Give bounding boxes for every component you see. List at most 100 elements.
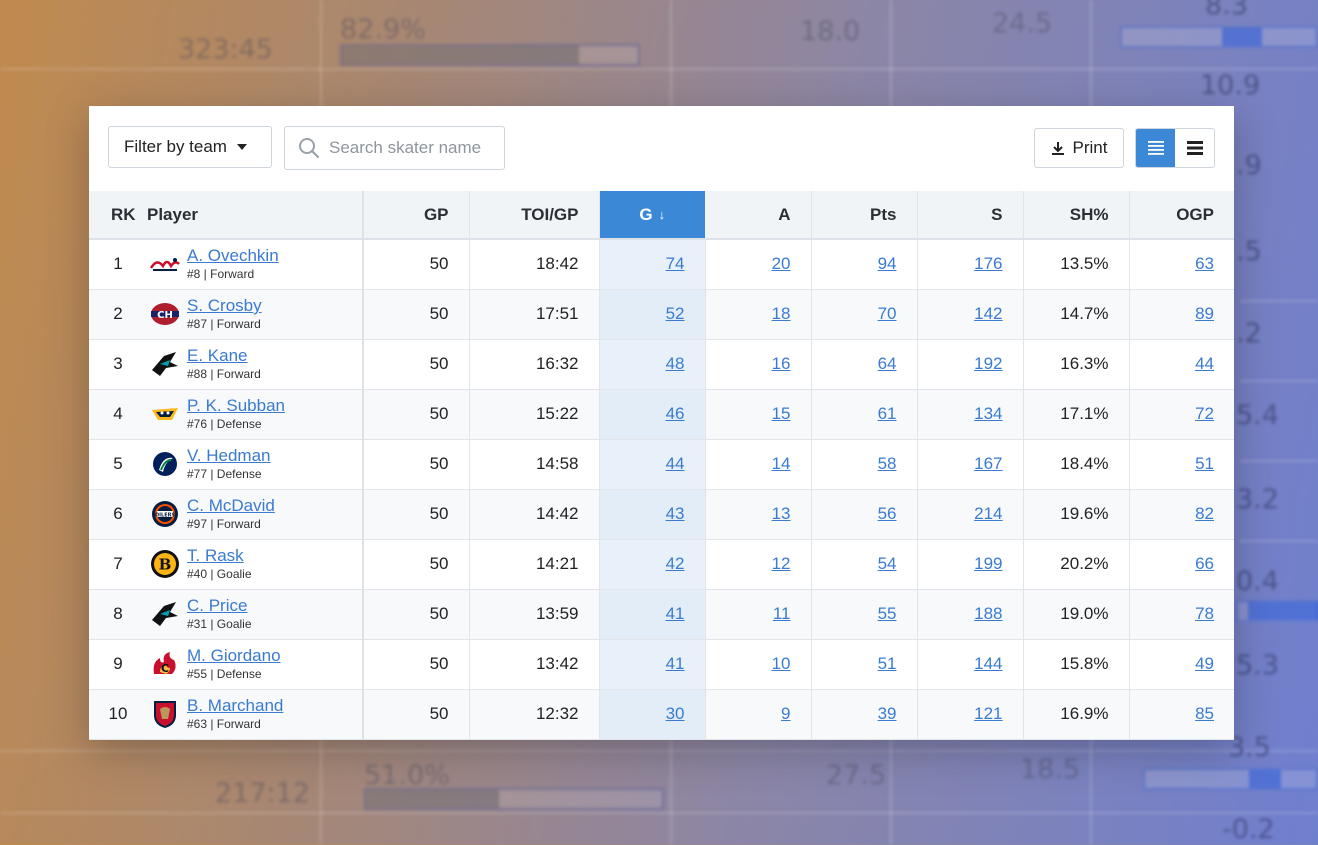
- points-link[interactable]: 94: [877, 254, 897, 274]
- goals-link[interactable]: 48: [665, 354, 685, 373]
- bg-number: 24.5: [992, 8, 1053, 39]
- player-name-link[interactable]: A. Ovechkin: [187, 246, 279, 266]
- toi-gp-value: 16:32: [535, 354, 579, 373]
- player-name-link[interactable]: M. Giordano: [187, 646, 281, 666]
- assists-link[interactable]: 16: [771, 354, 791, 373]
- assists-link[interactable]: 15: [771, 404, 791, 423]
- ogp-cell: 85: [1129, 689, 1234, 740]
- assists-link[interactable]: 9: [781, 704, 791, 723]
- player-name-link[interactable]: P. K. Subban: [187, 396, 285, 416]
- points-link[interactable]: 64: [877, 354, 897, 373]
- ogp-link[interactable]: 82: [1195, 504, 1214, 523]
- shots-link[interactable]: 214: [974, 504, 1003, 523]
- header-g-sorted[interactable]: G ↓: [599, 191, 705, 240]
- header-ogp[interactable]: OGP: [1129, 191, 1234, 240]
- ogp-link[interactable]: 49: [1195, 654, 1214, 673]
- filter-by-team-dropdown[interactable]: Filter by team: [108, 126, 272, 168]
- header-s[interactable]: S: [917, 191, 1024, 240]
- gp-cell: 50: [363, 539, 470, 590]
- assists-link[interactable]: 14: [771, 454, 791, 473]
- player-name-link[interactable]: B. Marchand: [187, 696, 284, 716]
- player-name-link[interactable]: C. McDavid: [187, 496, 275, 516]
- shots-link[interactable]: 199: [974, 554, 1003, 573]
- shots-cell: 214: [917, 489, 1024, 540]
- rank-cell: 2: [89, 289, 147, 340]
- goals-link[interactable]: 44: [665, 454, 685, 473]
- assists-link[interactable]: 10: [771, 654, 791, 673]
- points-cell: 54: [811, 539, 918, 590]
- goals-link[interactable]: 41: [665, 654, 685, 673]
- goals-link[interactable]: 52: [665, 304, 685, 323]
- table-row: 4 P. K. Subban #76 | Defense 50 15:22 46…: [89, 389, 1234, 440]
- player-name-link[interactable]: T. Rask: [187, 546, 244, 566]
- bg-number: .2: [1236, 318, 1262, 349]
- points-link[interactable]: 58: [877, 454, 897, 473]
- shooting-pct-value: 15.8%: [1060, 654, 1109, 673]
- header-player[interactable]: Player: [147, 191, 364, 240]
- header-pts[interactable]: Pts: [811, 191, 918, 240]
- compact-view-button[interactable]: [1175, 129, 1214, 167]
- ogp-link[interactable]: 85: [1195, 704, 1214, 723]
- gp-value: 50: [429, 304, 449, 323]
- print-button[interactable]: Print: [1034, 128, 1124, 168]
- ogp-link[interactable]: 89: [1195, 304, 1214, 323]
- canadiens-logo-icon: CH: [147, 296, 183, 332]
- assists-link[interactable]: 11: [772, 604, 791, 623]
- points-link[interactable]: 51: [877, 654, 897, 673]
- goals-link[interactable]: 30: [665, 704, 685, 723]
- shots-link[interactable]: 192: [974, 354, 1003, 373]
- player-name-link[interactable]: S. Crosby: [187, 296, 262, 316]
- header-rk[interactable]: RK: [89, 191, 147, 240]
- header-toi-gp[interactable]: TOI/GP: [469, 191, 600, 240]
- assists-link[interactable]: 20: [771, 254, 791, 274]
- ogp-link[interactable]: 78: [1195, 604, 1214, 623]
- shots-link[interactable]: 176: [974, 254, 1003, 274]
- points-link[interactable]: 39: [877, 704, 897, 723]
- shots-link[interactable]: 167: [974, 454, 1003, 473]
- search-box[interactable]: [284, 126, 505, 170]
- ogp-link[interactable]: 66: [1195, 554, 1214, 573]
- assists-link[interactable]: 12: [771, 554, 791, 573]
- shots-link[interactable]: 142: [974, 304, 1003, 323]
- header-a[interactable]: A: [705, 191, 812, 240]
- ogp-link[interactable]: 63: [1195, 254, 1214, 274]
- goals-link[interactable]: 42: [665, 554, 685, 573]
- ogp-link[interactable]: 72: [1195, 404, 1214, 423]
- assists-link[interactable]: 13: [771, 504, 791, 523]
- search-input[interactable]: [329, 138, 499, 158]
- toi-gp-cell: 13:42: [469, 639, 600, 690]
- points-link[interactable]: 54: [877, 554, 897, 573]
- goals-link[interactable]: 43: [665, 504, 685, 523]
- shots-link[interactable]: 144: [974, 654, 1003, 673]
- points-cell: 61: [811, 389, 918, 440]
- assists-link[interactable]: 18: [771, 304, 791, 323]
- shots-link[interactable]: 121: [974, 704, 1003, 723]
- points-link[interactable]: 70: [877, 304, 897, 323]
- points-link[interactable]: 55: [877, 604, 897, 623]
- player-name-link[interactable]: C. Price: [187, 596, 248, 616]
- flames-logo-icon: C: [147, 646, 183, 682]
- player-number-position: #63 | Forward: [187, 716, 261, 731]
- toolbar: Filter by team Print: [89, 106, 1234, 192]
- bg-number: 0.4: [1236, 566, 1279, 597]
- gp-value: 50: [429, 404, 449, 423]
- shots-link[interactable]: 188: [974, 604, 1003, 623]
- header-sh-pct[interactable]: SH%: [1023, 191, 1130, 240]
- shots-link[interactable]: 134: [974, 404, 1003, 423]
- points-link[interactable]: 56: [877, 504, 897, 523]
- header-gp[interactable]: GP: [363, 191, 470, 240]
- ogp-link[interactable]: 51: [1195, 454, 1214, 473]
- goals-link[interactable]: 74: [665, 254, 685, 274]
- comfortable-view-button[interactable]: [1136, 129, 1175, 167]
- shots-cell: 192: [917, 339, 1024, 390]
- ogp-link[interactable]: 44: [1195, 354, 1214, 373]
- points-link[interactable]: 61: [877, 404, 897, 423]
- points-cell: 64: [811, 339, 918, 390]
- player-name-link[interactable]: E. Kane: [187, 346, 248, 366]
- player-cell: A. Ovechkin #8 | Forward: [147, 239, 364, 290]
- rank-cell: 9: [89, 639, 147, 690]
- bg-number: .9: [1236, 150, 1262, 181]
- player-name-link[interactable]: V. Hedman: [187, 446, 271, 466]
- goals-link[interactable]: 41: [665, 604, 685, 623]
- goals-link[interactable]: 46: [665, 404, 685, 423]
